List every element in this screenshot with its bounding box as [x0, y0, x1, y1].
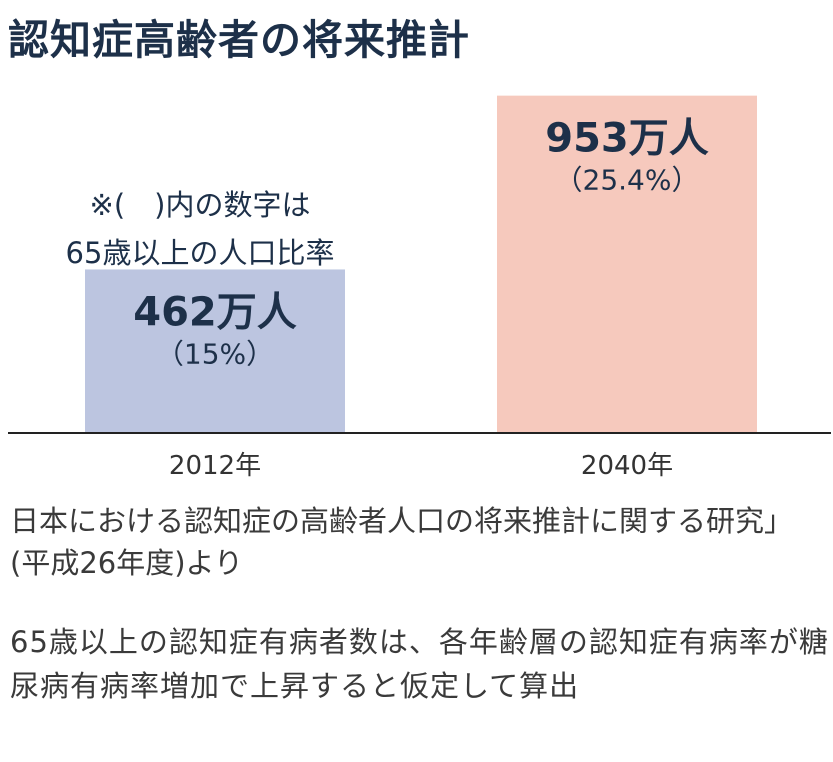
bar-value-label-0: 462万人 [133, 289, 297, 335]
method-note: 65歳以上の認知症有病者数は、各年齢層の認知症有病率が糖尿病有病率増加で上昇する… [10, 625, 829, 703]
note-line-1: ※( )内の数字は [89, 188, 311, 222]
bar-share-label-0: （15%） [156, 337, 274, 370]
note-line-2: 65歳以上の人口比率 [65, 236, 335, 270]
source-citation: 日本における認知症の高齢者人口の将来推計に関する研究」(平成26年度)より [10, 504, 794, 580]
bar-share-label-1: （25.4%） [555, 164, 700, 197]
x-tick-group: 2012年 2040年 [169, 451, 673, 481]
bar-chart: 462万人（15%） 953万人（25.4%） 2012年 2040年 [8, 95, 831, 481]
bar-value-label-1: 953万人 [545, 116, 709, 162]
x-tick-label-0: 2012年 [169, 451, 261, 481]
bars-group: 462万人（15%） 953万人（25.4%） [85, 95, 757, 433]
chart-title: 認知症高齢者の将来推計 [8, 16, 470, 64]
bar-1 [497, 95, 757, 433]
bar-0 [85, 269, 345, 433]
x-tick-label-1: 2040年 [581, 451, 673, 481]
